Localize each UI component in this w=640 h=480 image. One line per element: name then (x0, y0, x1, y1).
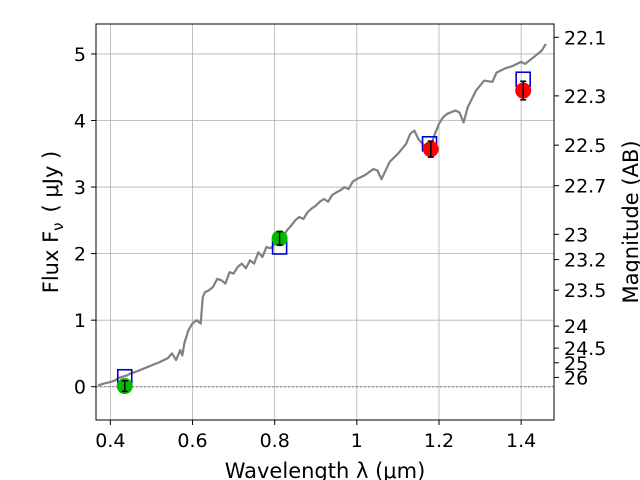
y2-tick-label: 22.5 (564, 135, 606, 157)
y2-tick-label: 22.1 (564, 27, 606, 49)
y2-axis-label: Magnitude (AB) (619, 140, 640, 303)
plot-frame (95, 23, 555, 421)
model-photometry-series (116, 71, 531, 385)
y2-tick-label: 23 (564, 224, 588, 246)
y2-tick-label: 26 (564, 367, 588, 389)
y2-tick-label: 22.3 (564, 86, 606, 108)
y-tick-label: 1 (74, 310, 86, 332)
observed-photometry-series (116, 80, 532, 395)
x-axis-ticks: 0.4 0.6 0.8 1 1.2 1.4 (95, 420, 536, 452)
y-axis-ticks: 0 1 2 3 4 5 (74, 44, 96, 399)
x-tick-label: 1.2 (424, 430, 454, 452)
y-tick-label: 0 (74, 377, 86, 399)
y2-tick-label: 24.5 (564, 338, 606, 360)
y-axis-label-unit: ( μJy ) (39, 151, 63, 213)
y2-tick-label: 25 (564, 353, 588, 375)
y2-tick-label: 22.7 (564, 176, 606, 198)
spectrum-line (97, 43, 547, 387)
y2-tick-label: 23.5 (564, 280, 606, 302)
y-tick-label: 3 (74, 177, 86, 199)
x-tick-label: 0.4 (95, 430, 125, 452)
model-spectrum-series (97, 43, 547, 387)
x-tick-label: 0.6 (177, 430, 207, 452)
x-tick-label: 0.8 (260, 430, 290, 452)
x-tick-label: 1.4 (506, 430, 536, 452)
y-axis-label: Flux Fν ( μJy ) (39, 151, 67, 294)
y2-tick-label: 24 (564, 316, 588, 338)
x-axis-label: Wavelength λ (μm) (225, 459, 426, 480)
y-axis-label-sub: ν (49, 222, 67, 230)
y-tick-label: 4 (74, 111, 86, 133)
y2-tick-label: 23.2 (564, 250, 606, 272)
svg-text:Flux Fν( μJy ): Flux Fν ( μJy ) (39, 151, 67, 294)
y-tick-label: 2 (74, 244, 86, 266)
y-tick-label: 5 (74, 44, 86, 66)
y-axis-label-main: Flux F (39, 231, 63, 293)
x-tick-label: 1 (351, 430, 363, 452)
